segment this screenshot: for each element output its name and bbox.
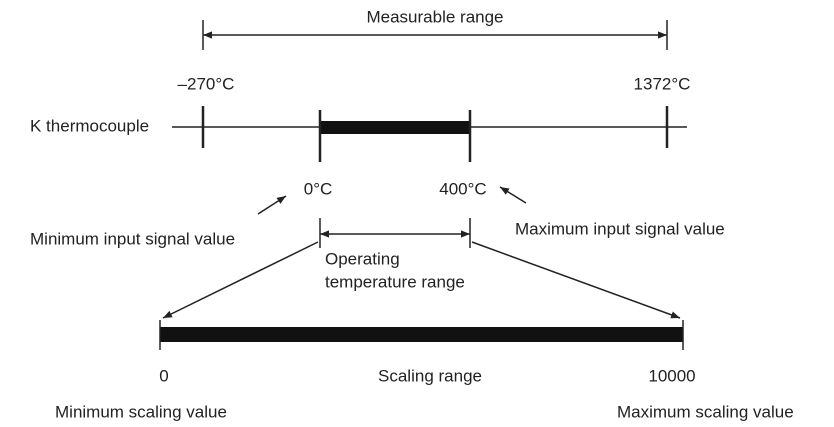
operating-label: temperature range: [325, 272, 465, 291]
scaling-range-label: Scaling range: [378, 366, 482, 385]
max-input-label: Maximum input signal value: [515, 219, 725, 238]
scaling-min: 0: [159, 366, 168, 385]
max-scaling-label: Maximum scaling value: [617, 402, 794, 421]
thermocouple-label: K thermocouple: [30, 116, 149, 135]
operating-label: Operating: [325, 249, 400, 268]
pointer-arrow: [499, 186, 527, 204]
min-temp: –270°C: [178, 74, 235, 93]
max-temp: 1372°C: [634, 74, 691, 93]
mapping-arrow: [471, 241, 681, 319]
scaling-bar: [160, 327, 683, 342]
mapping-arrow: [162, 241, 319, 319]
min-scaling-label: Minimum scaling value: [55, 402, 227, 421]
operating-bar: [320, 121, 470, 134]
input-max: 400°C: [439, 179, 486, 198]
scaling-max: 10000: [648, 366, 695, 385]
input-min: 0°C: [304, 179, 333, 198]
pointer-arrow: [257, 195, 287, 215]
measurable-range-label: Measurable range: [366, 7, 503, 26]
min-input-label: Minimum input signal value: [30, 229, 235, 248]
